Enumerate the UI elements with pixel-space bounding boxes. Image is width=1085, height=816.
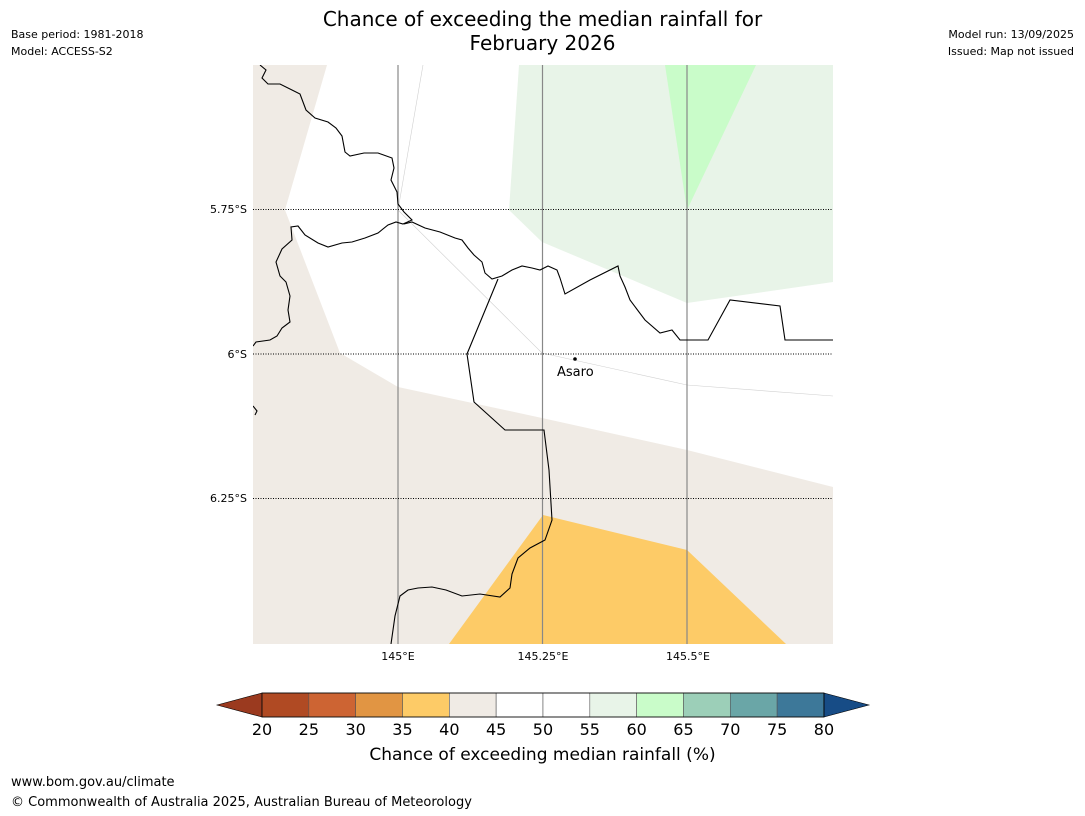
region-55-60 bbox=[509, 65, 833, 303]
map-title: Chance of exceeding the median rainfall … bbox=[0, 7, 1085, 55]
colorbar-title: Chance of exceeding median rainfall (%) bbox=[369, 745, 716, 765]
colorbar-swatch bbox=[449, 692, 497, 718]
base-period: Base period: 1981-2018 bbox=[11, 28, 144, 41]
colorbar-extend-low bbox=[215, 692, 263, 718]
colorbar-swatch bbox=[355, 692, 403, 718]
meta-right: Model run: 13/09/2025 Issued: Map not is… bbox=[948, 26, 1074, 60]
title-line-2: February 2026 bbox=[469, 31, 616, 55]
colorbar-extend-high bbox=[823, 692, 871, 718]
colorbar-swatch bbox=[261, 692, 310, 718]
colorbar-outline bbox=[261, 692, 825, 718]
colorbar-swatch bbox=[589, 692, 637, 718]
colorbar-tick-label: 65 bbox=[673, 720, 694, 739]
boundary-west-fragment bbox=[253, 405, 258, 416]
lat-label-5-75: 5.75°S bbox=[210, 203, 247, 216]
colorbar-tick-label: 25 bbox=[298, 720, 320, 739]
title-line-1: Chance of exceeding the median rainfall … bbox=[322, 7, 763, 31]
colorbar-swatch bbox=[495, 692, 544, 718]
lon-label-145-5: 145.5°E bbox=[666, 650, 710, 663]
colorbar-swatch bbox=[542, 692, 591, 718]
colorbar-tick-label: 50 bbox=[532, 720, 554, 739]
issued-status: Issued: Map not issued bbox=[947, 45, 1074, 58]
region-60-65 bbox=[665, 65, 756, 210]
lat-label-6-25: 6.25°S bbox=[210, 492, 247, 505]
footer-copyright: © Commonwealth of Australia 2025, Austra… bbox=[11, 795, 472, 810]
boundary-south bbox=[390, 278, 553, 644]
colorbar-swatch bbox=[776, 692, 825, 718]
colorbar-tick-label: 70 bbox=[720, 720, 741, 739]
colorbar bbox=[215, 692, 871, 718]
colorbar-tick-label: 30 bbox=[345, 720, 366, 739]
colorbar-tick-label: 60 bbox=[626, 720, 647, 739]
lon-label-145-25: 145.25°E bbox=[517, 650, 569, 663]
colorbar-tick-label: 80 bbox=[813, 720, 835, 739]
colorbar-tick-label: 40 bbox=[439, 720, 460, 739]
boundary-east bbox=[403, 221, 833, 341]
meta-left: Base period: 1981-2018 Model: ACCESS-S2 bbox=[11, 26, 143, 60]
colorbar-swatch bbox=[308, 692, 356, 718]
footer-url[interactable]: www.bom.gov.au/climate bbox=[11, 775, 175, 790]
colorbar-swatch bbox=[683, 692, 731, 718]
region-35-40 bbox=[449, 515, 786, 644]
colorbar-tick-label: 45 bbox=[485, 720, 507, 739]
lat-label-6: 6°S bbox=[227, 348, 247, 361]
colorbar-swatch bbox=[729, 692, 778, 718]
colorbar-tick-label: 20 bbox=[251, 720, 273, 739]
town-marker-asaro bbox=[573, 357, 577, 361]
model-name: Model: ACCESS-S2 bbox=[11, 45, 113, 58]
model-run: Model run: 13/09/2025 bbox=[948, 28, 1074, 41]
colorbar-tick-label: 55 bbox=[579, 720, 600, 739]
colorbar-tick-label: 75 bbox=[766, 720, 788, 739]
boundary-north bbox=[253, 65, 413, 347]
colorbar-swatch bbox=[636, 692, 684, 718]
colorbar-swatch bbox=[402, 692, 450, 718]
map-area bbox=[253, 65, 833, 644]
place-label-asaro: Asaro bbox=[557, 365, 594, 380]
lon-label-145: 145°E bbox=[381, 650, 415, 663]
colorbar-tick-label: 35 bbox=[392, 720, 413, 739]
